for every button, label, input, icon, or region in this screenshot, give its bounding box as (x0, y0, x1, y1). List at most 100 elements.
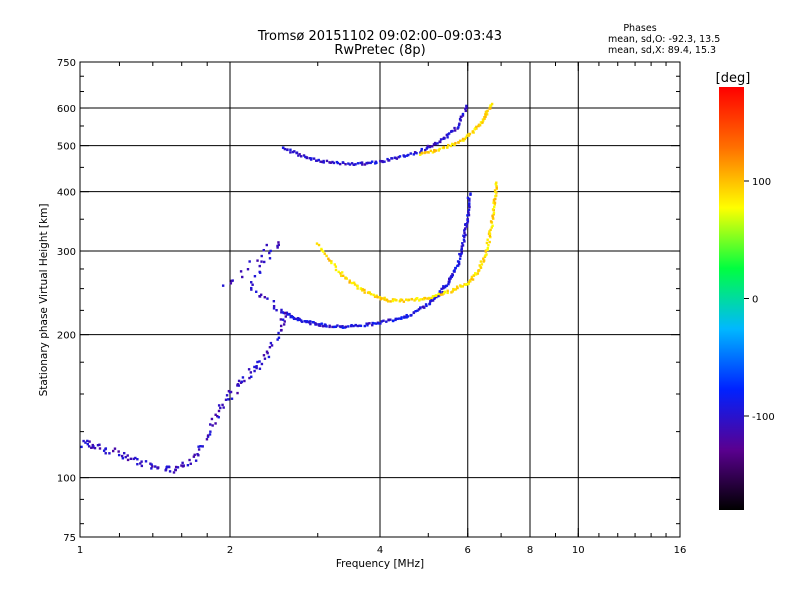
echo-point (379, 322, 382, 325)
echo-point (339, 272, 342, 275)
echo-point (269, 341, 273, 345)
echo-point (445, 133, 449, 137)
echo-point (165, 465, 169, 468)
echo-point (336, 324, 339, 327)
echo-point (309, 322, 312, 326)
echo-point (260, 254, 263, 258)
echo-point (322, 159, 325, 163)
echo-point (412, 311, 416, 314)
echo-point (206, 434, 210, 437)
echo-point (350, 162, 354, 165)
echo-point (377, 322, 381, 325)
echo-point (368, 322, 371, 325)
echo-point (447, 143, 450, 147)
echo-point (400, 317, 403, 320)
echo-point (458, 122, 461, 125)
echo-point (493, 203, 496, 206)
echo-point (471, 278, 475, 281)
echo-point (266, 297, 269, 300)
echo-point (297, 154, 300, 157)
echo-point (464, 233, 467, 237)
echo-point (317, 158, 320, 162)
echo-point (316, 159, 319, 162)
echo-point (347, 162, 350, 165)
echo-point (439, 140, 442, 144)
echo-point (433, 149, 436, 152)
echo-point (492, 201, 495, 204)
echo-point (289, 148, 292, 151)
echo-point (90, 446, 93, 449)
echo-point (463, 229, 466, 232)
echo-point (461, 244, 465, 247)
echo-point (466, 221, 469, 225)
echo-point (441, 293, 444, 296)
echo-point (224, 398, 228, 401)
echo-point (493, 189, 497, 192)
echo-point (414, 310, 417, 313)
echo-point (414, 298, 418, 301)
echo-point (484, 249, 488, 252)
x-tick-label: 1 (77, 545, 83, 556)
echo-point (456, 260, 460, 263)
echo-point (420, 147, 423, 151)
colorbar-label: [deg] (716, 71, 751, 86)
echo-point (389, 318, 392, 321)
echo-point (334, 268, 338, 272)
echo-point (361, 289, 364, 292)
echo-point (263, 260, 266, 264)
echo-point (182, 464, 185, 467)
echo-point (365, 161, 368, 165)
echo-point (250, 288, 253, 291)
echo-point (251, 283, 254, 286)
echo-point (309, 158, 313, 161)
echo-point (449, 276, 452, 279)
echo-point (438, 147, 441, 151)
echo-point (315, 242, 319, 245)
echo-point (488, 240, 491, 244)
echo-point (405, 154, 409, 157)
echo-point (483, 117, 486, 120)
echo-point (328, 325, 331, 329)
echo-point (486, 248, 489, 251)
echo-point (420, 151, 424, 155)
echo-point (484, 115, 487, 118)
echo-point (434, 143, 437, 146)
echo-point (428, 297, 431, 300)
echo-point (210, 417, 214, 421)
echo-point (193, 453, 196, 457)
echo-point (428, 302, 432, 305)
echo-point (117, 453, 121, 457)
echo-point (485, 241, 489, 245)
echo-point (92, 445, 95, 448)
echo-point (467, 282, 470, 286)
echo-point (464, 223, 467, 226)
echo-point (341, 325, 344, 328)
echo-point (262, 354, 266, 357)
echo-point (338, 162, 342, 166)
echo-point (296, 318, 300, 322)
echo-point (489, 235, 492, 239)
echo-point (93, 446, 97, 450)
echo-point (363, 324, 366, 328)
echo-point (388, 159, 391, 162)
echo-point (394, 317, 398, 321)
echo-point (174, 468, 177, 472)
echo-point (304, 155, 307, 159)
echo-point (86, 442, 89, 446)
echo-point (117, 450, 120, 453)
echo-point (363, 291, 366, 294)
echo-point (460, 115, 463, 119)
y-tick-label: 200 (57, 331, 76, 342)
echo-point (451, 142, 454, 146)
echo-point (400, 298, 404, 302)
echo-point (255, 366, 258, 370)
echo-point (149, 462, 152, 465)
echo-point (488, 234, 492, 237)
echo-point (330, 260, 333, 263)
echo-point (308, 321, 311, 324)
echo-point (281, 318, 285, 321)
echo-point (312, 157, 316, 160)
echo-point (331, 160, 334, 164)
echo-point (426, 146, 429, 149)
echo-point (495, 186, 498, 189)
